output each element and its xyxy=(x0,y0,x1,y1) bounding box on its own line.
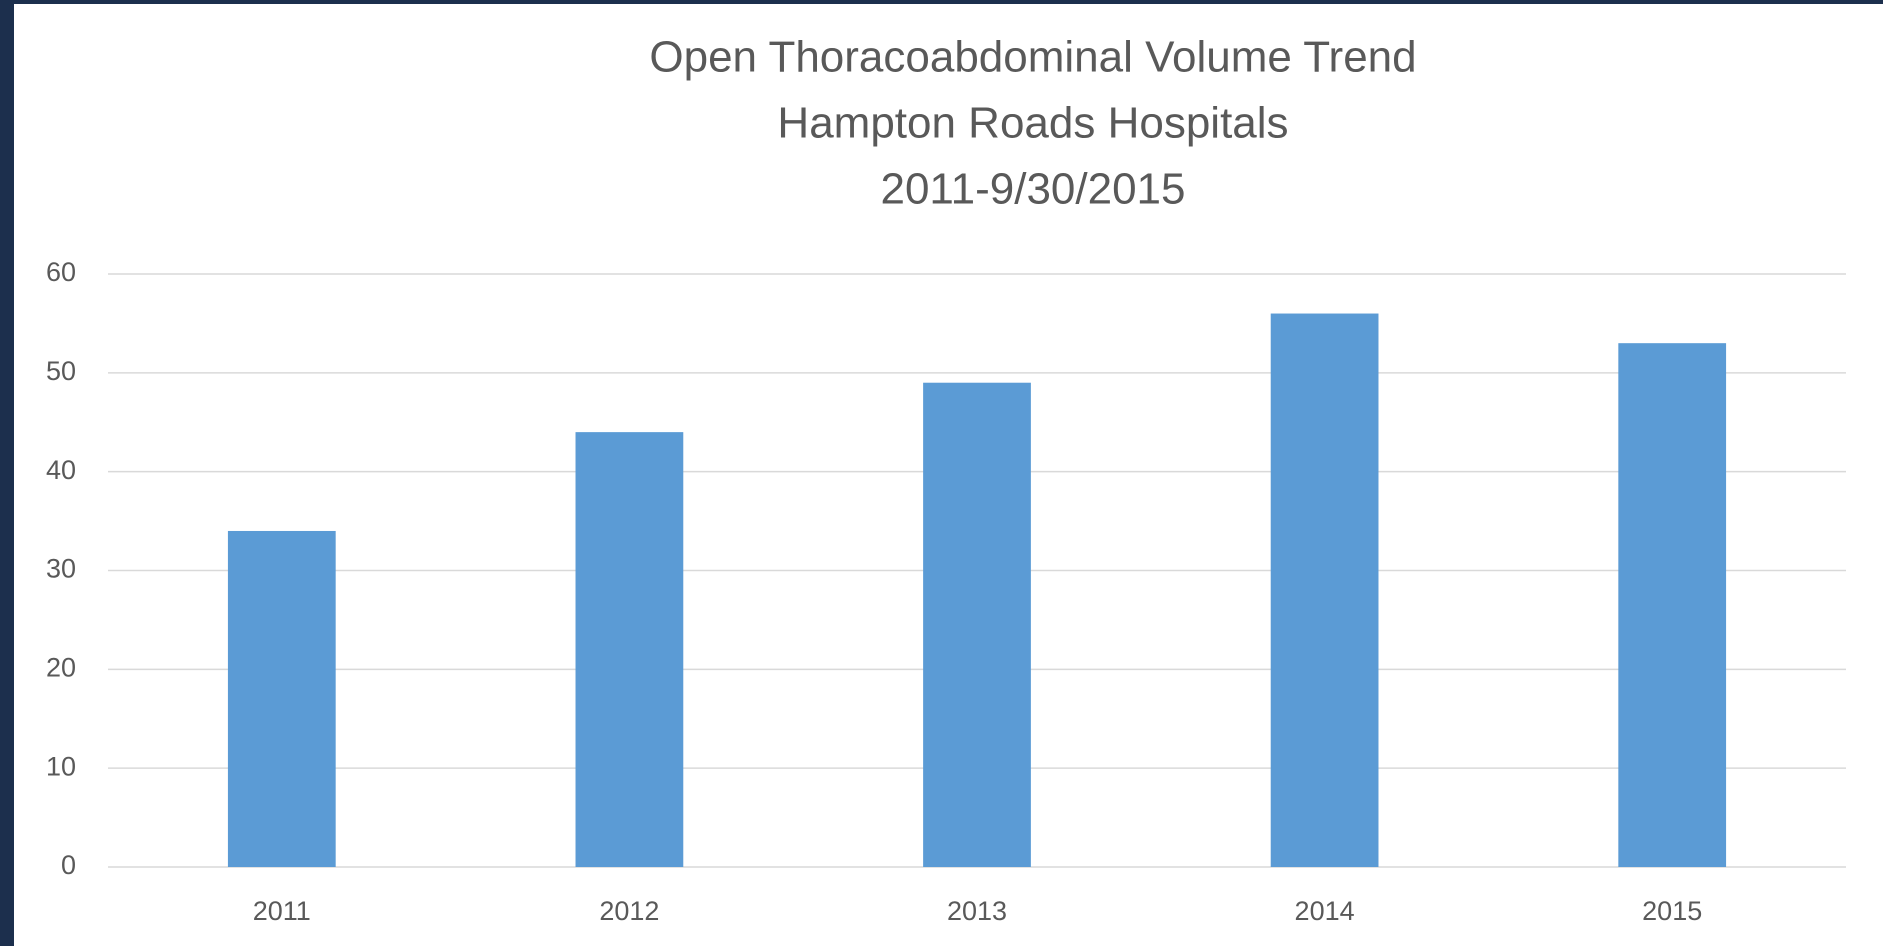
x-tick-label: 2013 xyxy=(947,896,1007,926)
x-tick-label: 2012 xyxy=(599,896,659,926)
y-tick-label: 60 xyxy=(46,257,76,287)
y-tick-label: 0 xyxy=(61,850,76,880)
chart-title: 2011-9/30/2015 xyxy=(880,165,1185,214)
x-tick-label: 2011 xyxy=(253,896,311,926)
bar xyxy=(1618,343,1727,867)
y-tick-label: 40 xyxy=(46,455,76,485)
bar xyxy=(1270,313,1379,867)
bar xyxy=(923,382,1031,867)
y-tick-label: 10 xyxy=(46,751,76,781)
bar xyxy=(575,432,684,867)
y-tick-label: 50 xyxy=(46,356,76,386)
x-tick-label: 2015 xyxy=(1642,896,1702,926)
bar xyxy=(227,530,336,867)
y-tick-label: 30 xyxy=(46,554,76,584)
chart-title: Hampton Roads Hospitals xyxy=(777,99,1288,148)
x-tick-label: 2014 xyxy=(1295,896,1355,926)
y-tick-label: 20 xyxy=(46,652,76,682)
chart-title: Open Thoracoabdominal Volume Trend xyxy=(649,33,1416,82)
